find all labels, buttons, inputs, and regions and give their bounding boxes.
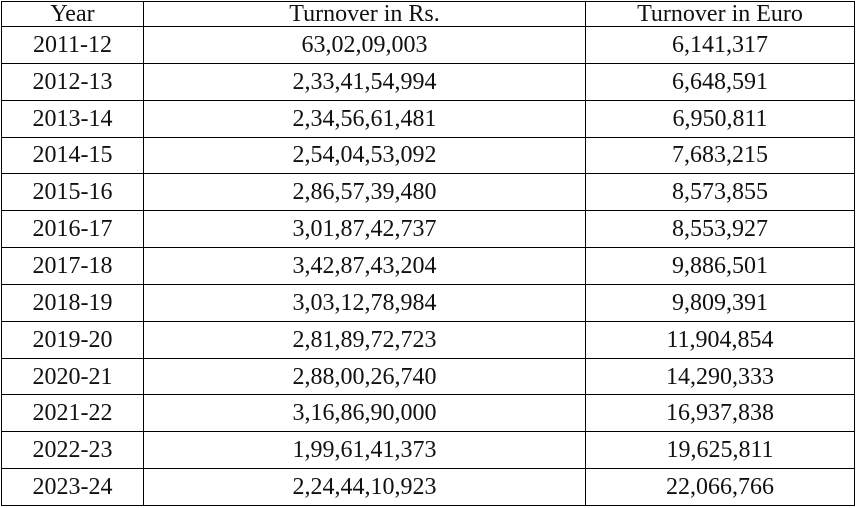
table-row: 2016-17 3,01,87,42,737 8,553,927 [1,210,855,249]
table-cell: 8,573,855 [585,173,855,212]
table-cell: 2016-17 [1,210,144,249]
table-cell: 2,88,00,26,740 [143,357,586,396]
table-cell: 2,34,56,61,481 [143,99,586,138]
header-cell: Turnover in Rs. [143,1,586,27]
table-row: 2014-15 2,54,04,53,092 7,683,215 [1,136,855,175]
table-cell: 2015-16 [1,173,144,212]
table-cell: 14,290,333 [585,357,855,396]
table-cell: 9,886,501 [585,247,855,285]
table-cell: 1,99,61,41,373 [143,431,586,470]
table-cell: 22,066,766 [585,468,855,506]
table-cell: 7,683,215 [585,136,855,175]
table-cell: 3,42,87,43,204 [143,247,586,285]
table-row: 2021-22 3,16,86,90,000 16,937,838 [1,394,855,433]
table-cell: 2,33,41,54,994 [143,62,586,101]
table-row: 2018-19 3,03,12,78,984 9,809,391 [1,283,855,322]
table-cell: 2023-24 [1,468,144,506]
table-cell: 2012-13 [1,62,144,101]
table-cell: 2,86,57,39,480 [143,173,586,212]
table-row: 2019-20 2,81,89,72,723 11,904,854 [1,320,855,359]
table-cell: 11,904,854 [585,320,855,359]
table-row: 2012-13 2,33,41,54,994 6,648,591 [1,62,855,101]
table-cell: 6,648,591 [585,62,855,101]
table-row: 2011-12 63,02,09,003 6,141,317 [1,26,855,64]
table-cell: 2021-22 [1,394,144,433]
header-cell: Turnover in Euro [585,1,855,27]
table-row: 2017-18 3,42,87,43,204 9,886,501 [1,247,855,285]
header-row: Year Turnover in Rs. Turnover in Euro [1,1,855,27]
table-cell: 3,16,86,90,000 [143,394,586,433]
table-cell: 6,950,811 [585,99,855,138]
table-row: 2015-16 2,86,57,39,480 8,573,855 [1,173,855,212]
table-cell: 2014-15 [1,136,144,175]
table-row: 2022-23 1,99,61,41,373 19,625,811 [1,431,855,470]
table-cell: 2013-14 [1,99,144,138]
table-row: 2023-24 2,24,44,10,923 22,066,766 [1,468,855,506]
table-cell: 2,54,04,53,092 [143,136,586,175]
table-cell: 2011-12 [1,26,144,64]
table-cell: 2022-23 [1,431,144,470]
table-cell: 6,141,317 [585,26,855,64]
table-cell: 9,809,391 [585,283,855,322]
table-cell: 2020-21 [1,357,144,396]
table-cell: 2019-20 [1,320,144,359]
table-cell: 2018-19 [1,283,144,322]
table-row: 2020-21 2,88,00,26,740 14,290,333 [1,357,855,396]
table-row: 2013-14 2,34,56,61,481 6,950,811 [1,99,855,138]
table-cell: 3,03,12,78,984 [143,283,586,322]
table-body: 2011-12 63,02,09,003 6,141,317 2012-13 2,33,… [1,26,855,506]
table-cell: 16,937,838 [585,394,855,433]
table-cell: 2017-18 [1,247,144,285]
table-cell: 2,81,89,72,723 [143,320,586,359]
table-cell: 19,625,811 [585,431,855,470]
table-header: Year Turnover in Rs. Turnover in Euro [1,1,855,27]
table-cell: 8,553,927 [585,210,855,249]
table-cell: 2,24,44,10,923 [143,468,586,506]
table-cell: 3,01,87,42,737 [143,210,586,249]
table-cell: 63,02,09,003 [143,26,586,64]
header-cell: Year [1,1,144,27]
